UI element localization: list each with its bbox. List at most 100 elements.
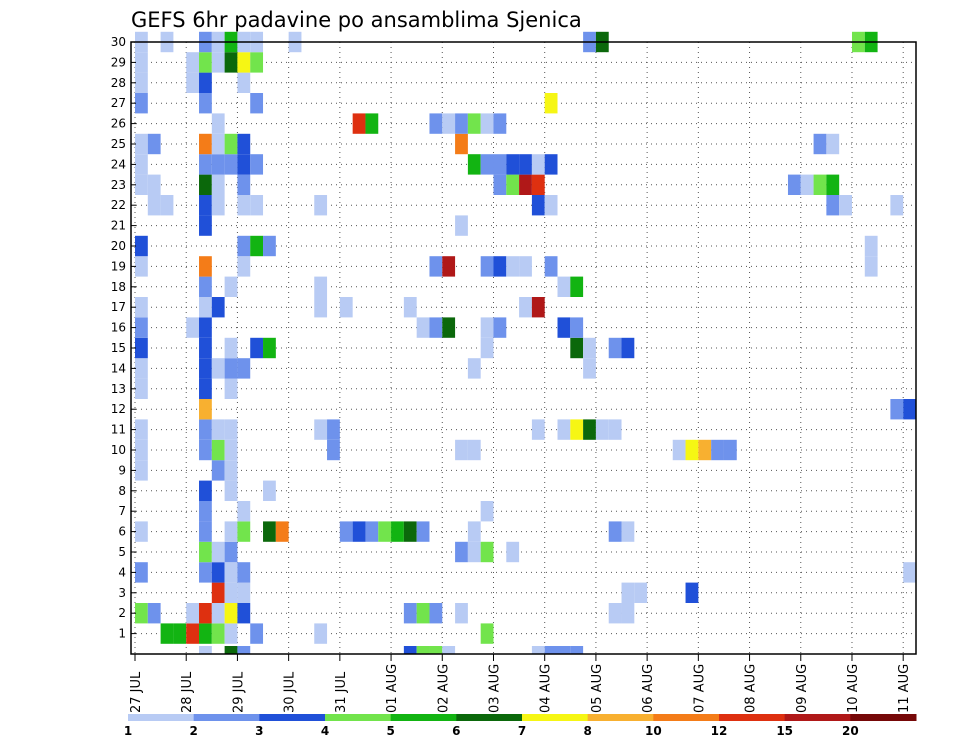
precip-cell xyxy=(621,582,635,603)
precip-cell xyxy=(314,297,328,318)
colorbar-swatch xyxy=(587,714,654,721)
precip-cell xyxy=(890,399,904,420)
precip-cell xyxy=(186,317,200,338)
precip-cell xyxy=(608,521,622,542)
precip-cell xyxy=(199,52,212,73)
y-tick-label: 1 xyxy=(118,627,126,641)
precip-cell xyxy=(237,562,251,583)
precip-cell xyxy=(224,562,238,583)
precip-cell xyxy=(211,113,225,134)
precip-cell xyxy=(442,646,456,654)
precip-cell xyxy=(224,460,238,481)
precip-cell xyxy=(621,521,635,542)
colorbar-label: 5 xyxy=(386,724,394,738)
precip-cell xyxy=(199,358,212,379)
y-tick-label: 23 xyxy=(111,178,126,192)
x-tick-label: 29 JUL xyxy=(231,671,246,713)
precip-cell xyxy=(199,603,212,624)
precip-cell xyxy=(224,358,238,379)
precip-cell xyxy=(608,603,622,624)
precip-cell xyxy=(186,623,200,644)
precip-cell xyxy=(135,419,148,440)
y-tick-label: 26 xyxy=(111,117,126,131)
precip-cell xyxy=(480,501,494,522)
y-tick-label: 22 xyxy=(111,198,126,212)
y-tick-label: 25 xyxy=(111,137,126,151)
precip-cell xyxy=(429,113,443,134)
precip-cell xyxy=(442,256,456,277)
precip-cell xyxy=(199,72,212,93)
colorbar-swatch xyxy=(784,714,851,721)
x-tick-label: 01 AUG xyxy=(385,664,400,713)
precip-cell xyxy=(634,582,648,603)
precip-cell xyxy=(672,439,686,461)
precip-cell xyxy=(544,93,558,114)
colorbar-swatch xyxy=(456,714,523,721)
precip-cell xyxy=(250,93,264,114)
precip-cell xyxy=(224,623,238,644)
precip-cell xyxy=(314,419,328,440)
precip-cell xyxy=(557,419,571,440)
precip-cell xyxy=(135,93,148,114)
precip-cell xyxy=(224,521,238,542)
precip-cell xyxy=(211,154,225,175)
y-axis-ticks: 1234567891011121314151617181920212223242… xyxy=(111,35,136,641)
precip-cell xyxy=(557,646,571,654)
precip-cell xyxy=(199,297,212,318)
precip-cell xyxy=(224,439,238,461)
x-tick-label: 09 AUG xyxy=(795,664,810,713)
precip-cell xyxy=(570,317,584,338)
precip-cell xyxy=(416,317,430,338)
precip-cell xyxy=(211,174,225,195)
precip-cell xyxy=(467,521,481,542)
precip-cell xyxy=(186,52,200,73)
precip-cell xyxy=(800,174,814,195)
precip-cell xyxy=(890,195,904,216)
precip-cell xyxy=(135,439,148,461)
y-tick-label: 8 xyxy=(118,484,126,498)
precip-cell xyxy=(467,358,481,379)
precip-cell xyxy=(608,337,622,359)
x-tick-label: 05 AUG xyxy=(590,664,605,713)
precip-cell xyxy=(455,603,468,624)
precip-cell xyxy=(237,603,251,624)
precip-cell xyxy=(224,52,238,73)
y-tick-label: 4 xyxy=(118,565,126,579)
colorbar-label: 1 xyxy=(124,724,132,738)
precip-cell xyxy=(711,439,724,461)
y-tick-label: 15 xyxy=(111,341,126,355)
colorbar-label: 4 xyxy=(321,724,329,738)
precip-cell xyxy=(263,235,276,257)
precip-cell xyxy=(519,256,532,277)
precip-cell xyxy=(467,154,481,175)
precip-cell xyxy=(199,256,212,277)
precip-cell xyxy=(263,337,276,359)
precip-cell xyxy=(531,174,545,195)
precip-cell xyxy=(160,623,174,644)
precip-cell xyxy=(557,276,571,297)
precip-cell xyxy=(147,133,161,155)
precip-cell xyxy=(903,399,916,420)
precip-cell xyxy=(621,603,635,624)
colorbar-label: 15 xyxy=(776,724,793,738)
precip-cell xyxy=(224,582,238,603)
precip-cell xyxy=(250,623,264,644)
precip-cell xyxy=(685,582,699,603)
colorbar-swatch xyxy=(128,714,195,721)
y-tick-label: 27 xyxy=(111,96,126,110)
y-tick-label: 6 xyxy=(118,525,126,539)
precip-cell xyxy=(186,72,200,93)
x-tick-label: 07 AUG xyxy=(692,664,707,713)
precip-cell xyxy=(621,337,635,359)
y-tick-label: 5 xyxy=(118,545,126,559)
precip-cell xyxy=(211,52,225,73)
precip-cell xyxy=(583,419,596,440)
precip-cell xyxy=(480,154,494,175)
precip-cell xyxy=(493,317,507,338)
precip-cell xyxy=(199,378,212,399)
chart-title: GEFS 6hr padavine po ansamblima Sjenica xyxy=(131,8,582,32)
precip-cell xyxy=(250,235,264,257)
precip-cell xyxy=(455,133,468,155)
precip-cell xyxy=(595,419,609,440)
